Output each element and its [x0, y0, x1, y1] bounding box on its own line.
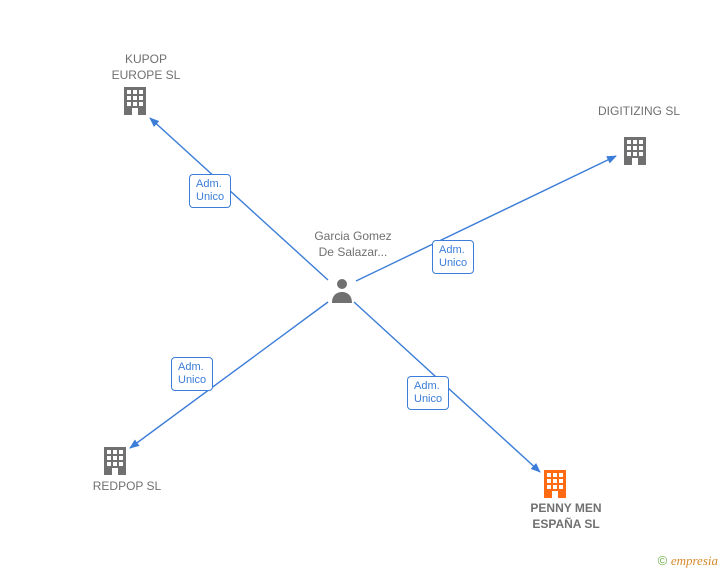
brand-text: empresia — [671, 553, 718, 568]
node-label-digitizing: DIGITIZING SL — [589, 104, 689, 120]
node-label-kupop: KUPOP EUROPE SL — [101, 52, 191, 83]
building-icon-redpop — [102, 445, 128, 475]
edge-line — [356, 156, 616, 281]
building-icon-digitizing — [622, 135, 648, 165]
edge-label-pennymen: Adm. Unico — [407, 376, 449, 410]
building-icon-kupop — [122, 85, 148, 115]
center-person-label: Garcia Gomez De Salazar... — [313, 229, 393, 260]
edge-line — [150, 118, 328, 280]
edge-label-digitizing: Adm. Unico — [432, 240, 474, 274]
node-label-redpop: REDPOP SL — [82, 479, 172, 495]
edge-label-redpop: Adm. Unico — [171, 357, 213, 391]
node-label-pennymen: PENNY MEN ESPAÑA SL — [516, 501, 616, 532]
person-icon — [329, 277, 355, 303]
edge-line — [130, 302, 328, 448]
building-icon-pennymen — [542, 468, 568, 498]
edge-label-kupop: Adm. Unico — [189, 174, 231, 208]
copyright-symbol: © — [658, 553, 668, 568]
watermark: © empresia — [658, 553, 718, 569]
